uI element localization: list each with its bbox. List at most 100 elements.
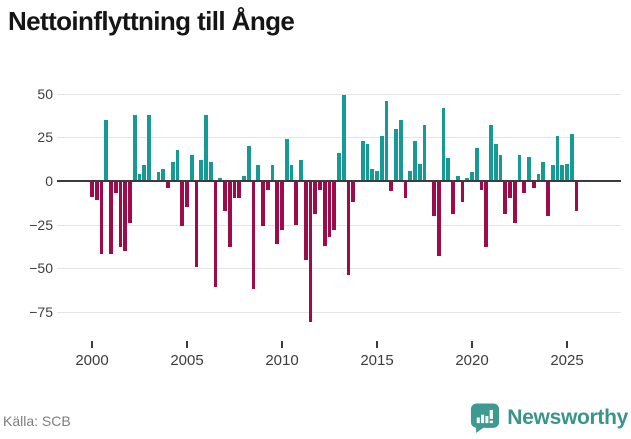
bar-2008Q1	[242, 175, 246, 181]
bar-2010Q4	[294, 181, 299, 225]
newsworthy-logo[interactable]: Newsworthy	[470, 402, 628, 433]
bar-2023Q3	[536, 174, 541, 181]
bar-2012Q4	[332, 181, 337, 230]
bar-2011Q4	[313, 181, 318, 215]
bar-2015Q3	[384, 100, 389, 181]
bar-2019Q4	[465, 177, 470, 181]
bar-2013Q4	[351, 181, 356, 202]
x-axis-tick-label: 2025	[550, 352, 584, 369]
bar-2019Q2	[455, 175, 460, 181]
bar-2005Q1	[185, 181, 189, 208]
bar-2000Q1	[90, 181, 94, 197]
bar-2016Q3	[403, 181, 408, 199]
bar-2025Q1	[565, 163, 569, 181]
bar-2006Q1	[204, 114, 208, 181]
bar-2004Q2	[170, 161, 175, 181]
bar-2020Q1	[470, 172, 474, 181]
bar-2016Q1	[394, 128, 398, 181]
bar-chart: 50 25 0 −25 −50 −75 2000 2005 2010 2015 2020 2025	[0, 75, 631, 375]
bar-2025Q3	[574, 181, 579, 211]
bar-2017Q3	[422, 125, 427, 181]
bar-2007Q2	[227, 181, 232, 248]
x-axis-tick	[91, 341, 93, 348]
bar-2008Q2	[246, 146, 251, 181]
bar-2008Q3	[251, 181, 256, 290]
gridline	[57, 93, 621, 95]
bar-2012Q2	[322, 181, 327, 246]
bar-2020Q2	[474, 147, 479, 181]
bar-2023Q2	[531, 181, 536, 188]
bar-2025Q2	[569, 133, 574, 181]
bar-2012Q3	[327, 181, 332, 237]
footer: Källa: SCB Newsworthy	[0, 395, 631, 439]
bar-2001Q3	[118, 181, 123, 248]
bar-2022Q4	[522, 181, 527, 194]
bar-2016Q4	[408, 170, 413, 181]
bar-2022Q1	[508, 181, 512, 199]
bar-2004Q4	[180, 181, 185, 227]
bar-2023Q4	[541, 161, 546, 181]
bar-2020Q3	[479, 181, 484, 190]
bar-2015Q4	[389, 181, 394, 192]
bar-2023Q1	[527, 156, 531, 181]
newsworthy-bubble-chart-icon	[470, 402, 500, 433]
gridline	[57, 224, 621, 226]
bar-2002Q1	[128, 181, 132, 223]
bar-2000Q2	[94, 181, 99, 201]
bar-2014Q4	[370, 168, 375, 181]
x-axis-tick	[376, 341, 378, 348]
gridline	[57, 311, 621, 313]
bar-2005Q2	[189, 154, 194, 181]
bar-2004Q3	[175, 149, 180, 181]
bar-2018Q1	[432, 181, 436, 216]
source-note: Källa: SCB	[3, 413, 71, 429]
y-axis-tick-label: −75	[29, 303, 53, 320]
bar-2012Q1	[318, 181, 322, 190]
x-axis-tick-label: 2020	[455, 352, 489, 369]
x-axis-tick-label: 2015	[360, 352, 394, 369]
y-axis-tick-label: −50	[29, 260, 53, 277]
bar-2001Q1	[109, 181, 113, 255]
bar-2000Q4	[104, 119, 109, 181]
y-axis-tick-label: 0	[45, 173, 53, 189]
x-axis-tick-label: 2000	[75, 352, 109, 369]
bar-2006Q4	[218, 177, 223, 181]
bar-2013Q1	[337, 153, 341, 181]
bar-2010Q3	[289, 165, 294, 181]
x-axis-tick	[471, 341, 473, 348]
bar-2009Q3	[270, 165, 275, 181]
bar-2007Q3	[232, 181, 237, 199]
bar-2021Q2	[493, 144, 498, 181]
bar-2007Q4	[237, 181, 242, 199]
bar-2014Q3	[365, 144, 370, 181]
bar-2002Q3	[137, 174, 142, 181]
newsworthy-wordmark: Newsworthy	[507, 405, 628, 429]
bar-2011Q1	[299, 160, 303, 181]
bar-2020Q4	[484, 181, 489, 248]
bar-2009Q1	[261, 181, 265, 227]
bar-2007Q1	[223, 181, 227, 211]
bar-2003Q3	[156, 172, 161, 181]
bar-2015Q2	[379, 135, 384, 181]
x-axis-tick	[281, 341, 283, 348]
bar-2024Q4	[560, 165, 565, 181]
bar-2010Q2	[284, 139, 289, 181]
bar-2013Q2	[341, 95, 346, 181]
bar-2000Q3	[99, 181, 104, 255]
bar-2011Q2	[303, 181, 308, 260]
bar-2019Q3	[460, 181, 465, 202]
zero-axis-line	[57, 180, 621, 182]
bar-2017Q1	[413, 140, 417, 181]
bar-2022Q2	[512, 181, 517, 223]
bar-2019Q1	[451, 181, 455, 215]
bar-2009Q4	[275, 181, 280, 244]
bar-2005Q3	[194, 181, 199, 267]
bar-2018Q4	[446, 158, 451, 181]
bar-2014Q2	[360, 140, 365, 181]
bar-2002Q4	[142, 165, 147, 181]
bar-2006Q2	[208, 161, 213, 181]
bar-2005Q4	[199, 160, 204, 181]
bar-2018Q3	[441, 107, 446, 181]
bar-2003Q4	[161, 168, 166, 181]
